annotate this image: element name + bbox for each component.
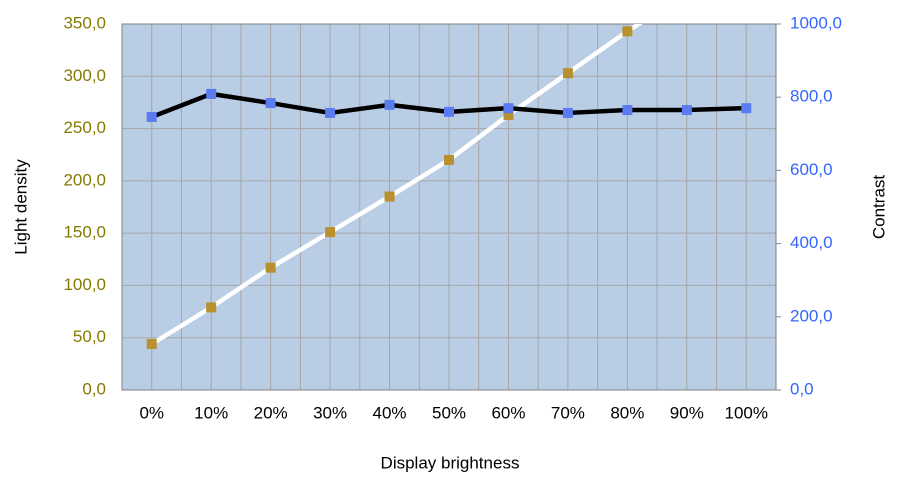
x-tick-label: 20% bbox=[254, 403, 288, 422]
y-tick-label: 50,0 bbox=[73, 327, 106, 346]
y-tick-label: 300,0 bbox=[63, 66, 106, 85]
y2-tick-label: 0,0 bbox=[790, 379, 814, 398]
y-tick-label: 350,0 bbox=[63, 13, 106, 32]
marker bbox=[622, 105, 633, 116]
y2-tick-label: 400,0 bbox=[790, 233, 833, 252]
x-tick-label: 100% bbox=[725, 403, 768, 422]
marker bbox=[325, 107, 336, 118]
x-axis-title: Display brightness bbox=[381, 453, 520, 472]
marker bbox=[206, 88, 217, 99]
x-tick-label: 90% bbox=[670, 403, 704, 422]
marker bbox=[562, 68, 573, 79]
y-tick-label: 0,0 bbox=[82, 379, 106, 398]
marker bbox=[562, 107, 573, 118]
marker bbox=[681, 105, 692, 116]
marker bbox=[444, 106, 454, 117]
y-tick-label: 200,0 bbox=[63, 170, 106, 189]
y2-tick-label: 600,0 bbox=[790, 160, 833, 179]
y-axis-title: Light density bbox=[11, 159, 30, 255]
y2-tick-label: 200,0 bbox=[790, 306, 833, 325]
marker bbox=[503, 103, 514, 114]
marker bbox=[444, 154, 454, 165]
marker bbox=[741, 103, 752, 114]
x-tick-label: 50% bbox=[432, 403, 466, 422]
x-tick-label: 0% bbox=[139, 403, 164, 422]
grid bbox=[121, 23, 777, 391]
x-tick-label: 40% bbox=[373, 403, 407, 422]
y-tick-label: 250,0 bbox=[63, 118, 106, 137]
marker bbox=[384, 191, 395, 202]
y-tick-label: 100,0 bbox=[63, 275, 106, 294]
y-tick-label: 150,0 bbox=[63, 223, 106, 242]
y2-tick-label: 800,0 bbox=[790, 87, 833, 106]
plot-border bbox=[121, 23, 777, 391]
marker bbox=[265, 262, 276, 273]
marker bbox=[146, 111, 157, 122]
marker bbox=[622, 26, 633, 37]
marker bbox=[503, 109, 514, 120]
x-tick-label: 70% bbox=[551, 403, 585, 422]
series-layer bbox=[146, 24, 752, 349]
marker bbox=[265, 98, 276, 109]
marker bbox=[206, 302, 217, 313]
y2-axis-title: Contrast bbox=[869, 175, 888, 240]
labels: 0% 10% 20% 30% 40% 50% 60% 70% 80% 90% 100% 0,0 50,0… bbox=[63, 13, 842, 422]
y2-tick-label: 1000,0 bbox=[790, 13, 842, 32]
x-tick-label: 60% bbox=[491, 403, 525, 422]
x-tick-label: 80% bbox=[610, 403, 644, 422]
marker bbox=[384, 99, 395, 110]
x-tick-label: 10% bbox=[194, 403, 228, 422]
x-tick-label: 30% bbox=[313, 403, 347, 422]
marker bbox=[146, 338, 157, 349]
marker bbox=[325, 227, 336, 238]
